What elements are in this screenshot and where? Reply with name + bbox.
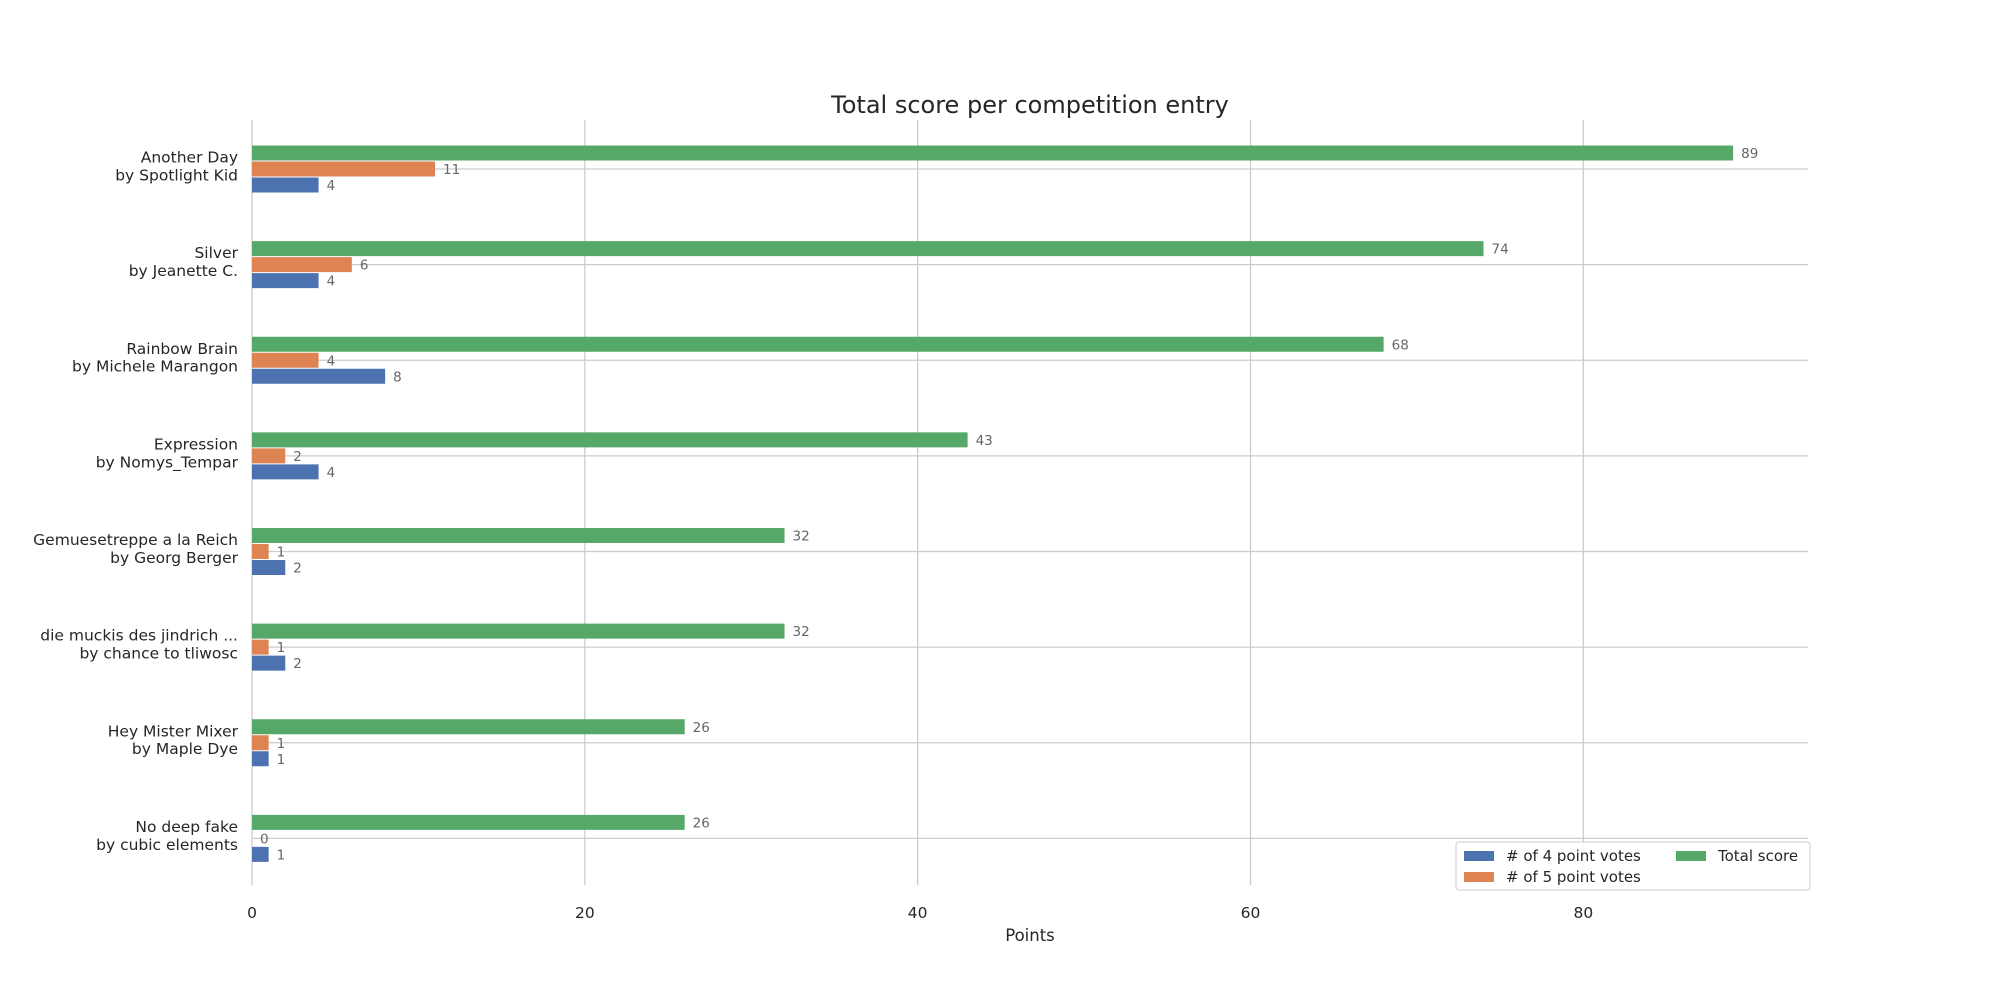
category-label-line: by Michele Marangon — [72, 358, 238, 376]
category-label: Silver by Jeanette C. — [129, 244, 239, 280]
bar — [252, 639, 269, 655]
bar — [252, 751, 269, 767]
bar-value-label: 2 — [293, 656, 302, 672]
bar-value-label: 26 — [693, 815, 710, 831]
category-label-line: by Jeanette C. — [129, 262, 238, 280]
category-label: No deep fake by cubic elements — [96, 818, 238, 854]
bar — [252, 368, 386, 384]
category-label-line: by Maple Dye — [132, 740, 238, 758]
bars — [252, 145, 1734, 862]
legend-entry: Total score — [1717, 847, 1798, 865]
bar — [252, 528, 785, 543]
bar-value-label: 68 — [1392, 337, 1409, 353]
category-label-line: by Georg Berger — [110, 549, 238, 567]
x-tick-label: 80 — [1573, 904, 1593, 922]
bar — [252, 814, 685, 830]
bar — [252, 719, 685, 735]
category-label-line: Expression — [154, 435, 238, 453]
bar — [252, 177, 319, 193]
category-label-line: by chance to tliwosc — [79, 645, 238, 663]
x-tick-label: 40 — [908, 904, 928, 922]
bar — [252, 623, 785, 639]
bar-value-label: 32 — [793, 529, 810, 545]
legend-entry: # of 5 point votes — [1506, 868, 1641, 886]
legend-swatch — [1464, 851, 1494, 861]
bar-value-label: 11 — [443, 162, 460, 178]
bar-value-label: 1 — [277, 752, 286, 768]
bar — [252, 241, 1484, 257]
category-label-line: Another Day — [141, 149, 238, 167]
grid-lines — [251, 120, 1808, 885]
bar-value-label: 4 — [327, 353, 336, 369]
bar-value-label: 1 — [277, 545, 286, 561]
bar-value-label: 1 — [277, 847, 286, 863]
bar-value-label: 2 — [293, 561, 302, 577]
bar-value-label: 74 — [1491, 242, 1508, 258]
category-label-line: by Spotlight Kid — [115, 166, 238, 184]
bar-value-label: 89 — [1741, 146, 1758, 162]
bar-value-label: 26 — [693, 720, 710, 736]
category-label-line: Gemuesetreppe a la Reich — [33, 531, 238, 549]
category-labels: Another Day by Spotlight Kid Silver by Jean… — [33, 149, 238, 854]
category-label: Expression by Nomys_Tempar — [96, 435, 239, 472]
category-label-line: die muckis des jindrich ... — [40, 627, 238, 645]
bar-value-label: 1 — [277, 736, 286, 752]
x-tick-labels: 0 20 40 60 80 — [247, 904, 1593, 922]
legend-swatch — [1676, 851, 1706, 861]
chart-title: Total score per competition entry — [830, 91, 1229, 119]
bar-value-label: 2 — [293, 449, 302, 465]
category-label: Hey Mister Mixer by Maple Dye — [108, 722, 239, 758]
x-tick-label: 20 — [575, 904, 595, 922]
x-tick-label: 0 — [247, 904, 257, 922]
bar-value-label: 4 — [327, 465, 336, 481]
bar-value-label: 32 — [793, 624, 810, 640]
x-axis-label: Points — [1005, 926, 1055, 945]
category-label: die muckis des jindrich ... by chance to … — [40, 627, 238, 663]
bar-value-label: 43 — [976, 433, 993, 449]
bar — [252, 464, 319, 480]
bar — [252, 544, 269, 559]
bar-value-label: 1 — [277, 640, 286, 656]
legend-entry: # of 4 point votes — [1506, 847, 1641, 865]
category-label-line: Rainbow Brain — [126, 340, 238, 358]
bar — [252, 735, 269, 751]
bar — [252, 352, 319, 368]
bar — [252, 560, 286, 575]
bar-value-label: 4 — [327, 178, 336, 194]
category-label-line: by Nomys_Tempar — [96, 453, 239, 472]
bar — [252, 448, 286, 464]
bar — [252, 273, 319, 289]
bar-value-label: 8 — [393, 369, 402, 385]
bar — [252, 257, 352, 273]
category-label: Gemuesetreppe a la Reich by Georg Berger — [33, 531, 238, 567]
bar — [252, 161, 436, 177]
category-label-line: Silver — [194, 244, 238, 262]
category-label: Rainbow Brain by Michele Marangon — [72, 340, 238, 376]
bar — [252, 432, 968, 448]
bar-value-label: 4 — [327, 274, 336, 290]
bar — [252, 145, 1734, 161]
category-label-line: by cubic elements — [96, 836, 238, 854]
legend: # of 4 point votes # of 5 point votes Tota… — [1455, 841, 1811, 891]
bar — [252, 846, 269, 862]
x-tick-label: 60 — [1241, 904, 1261, 922]
bar-value-label: 6 — [360, 258, 369, 274]
category-label: Another Day by Spotlight Kid — [115, 149, 238, 185]
bar — [252, 336, 1384, 352]
bar-value-label: 0 — [260, 831, 269, 847]
category-label-line: No deep fake — [135, 818, 238, 836]
category-label-line: Hey Mister Mixer — [108, 722, 239, 740]
legend-swatch — [1464, 872, 1494, 882]
legend-frame — [1455, 841, 1811, 891]
bar — [252, 655, 286, 671]
